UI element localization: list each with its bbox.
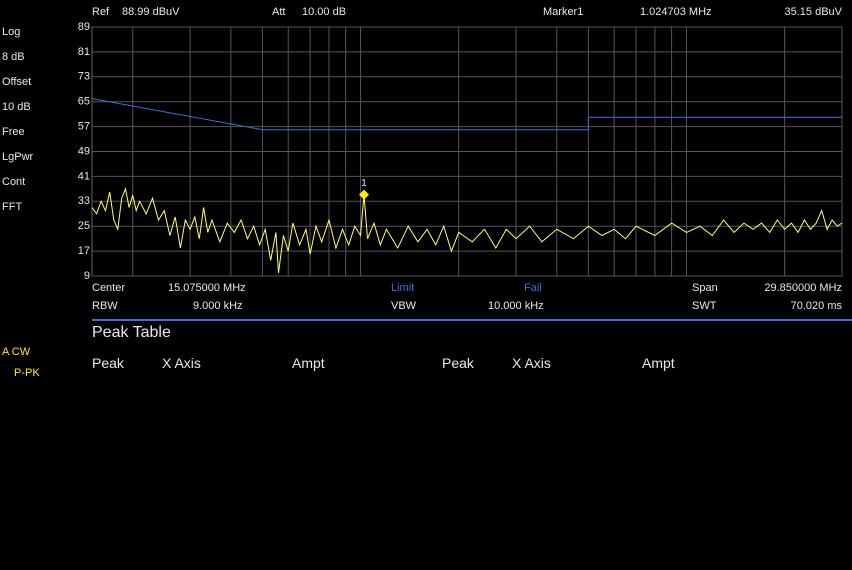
fail-label: Fail xyxy=(524,282,542,294)
rbw-value: 9.000 kHz xyxy=(193,300,243,312)
trace xyxy=(91,98,842,131)
span-value: 29.850000 MHz xyxy=(764,282,842,294)
center-label: Center xyxy=(92,282,126,294)
side-setting: Offset xyxy=(2,76,32,88)
marker-label: Marker1 xyxy=(543,6,584,18)
column-header: Peak xyxy=(92,355,124,371)
side-setting: Free xyxy=(2,126,25,138)
trace xyxy=(91,187,843,273)
y-tick-label: 9 xyxy=(84,270,90,282)
vbw-value: 10.000 kHz xyxy=(488,300,544,312)
marker-ampt: 35.15 dBuV xyxy=(784,6,843,18)
y-tick-label: 89 xyxy=(78,21,90,33)
column-header: Ampt xyxy=(642,355,675,371)
detector: P-PK xyxy=(14,367,40,379)
y-tick-label: 81 xyxy=(78,46,90,58)
y-tick-label: 41 xyxy=(78,170,90,182)
ref-value: 88.99 dBuV xyxy=(122,6,180,18)
column-header: Ampt xyxy=(292,355,325,371)
side-setting: 10 dB xyxy=(2,101,31,113)
y-tick-label: 49 xyxy=(78,145,90,157)
rbw-label: RBW xyxy=(92,300,118,312)
y-tick-label: 25 xyxy=(78,220,90,232)
y-tick-label: 57 xyxy=(78,121,90,133)
vbw-label: VBW xyxy=(391,300,417,312)
side-setting: Log xyxy=(2,26,21,38)
spectrum-plot: 89 81 73 65 57 49 41 33 25 17 9 1 xyxy=(78,21,843,282)
marker xyxy=(358,189,369,200)
y-tick-label: 73 xyxy=(78,71,90,83)
y-tick-label: 17 xyxy=(78,245,90,257)
center-value: 15.075000 MHz xyxy=(168,282,246,294)
side-setting: Cont xyxy=(2,176,26,188)
marker-number: 1 xyxy=(361,178,367,189)
att-label: Att xyxy=(272,6,286,18)
side-setting: FFT xyxy=(2,201,23,213)
column-header: X Axis xyxy=(162,355,201,371)
ref-label: Ref xyxy=(92,6,110,18)
swt-value: 70.020 ms xyxy=(790,300,842,312)
side-setting: LgPwr xyxy=(2,151,34,163)
att-value: 10.00 dB xyxy=(302,6,347,18)
swt-label: SWT xyxy=(692,300,717,312)
span-label: Span xyxy=(692,282,718,294)
marker-freq: 1.024703 MHz xyxy=(640,6,712,18)
trace-mode: A CW xyxy=(2,346,31,358)
column-header: X Axis xyxy=(512,355,551,371)
side-setting: 8 dB xyxy=(2,51,25,63)
y-tick-label: 33 xyxy=(78,195,90,207)
peak-table-title: Peak Table xyxy=(92,324,171,341)
limit-label: Limit xyxy=(391,282,415,294)
y-tick-label: 65 xyxy=(78,96,90,108)
separator xyxy=(92,319,852,321)
column-header: Peak xyxy=(442,355,474,371)
